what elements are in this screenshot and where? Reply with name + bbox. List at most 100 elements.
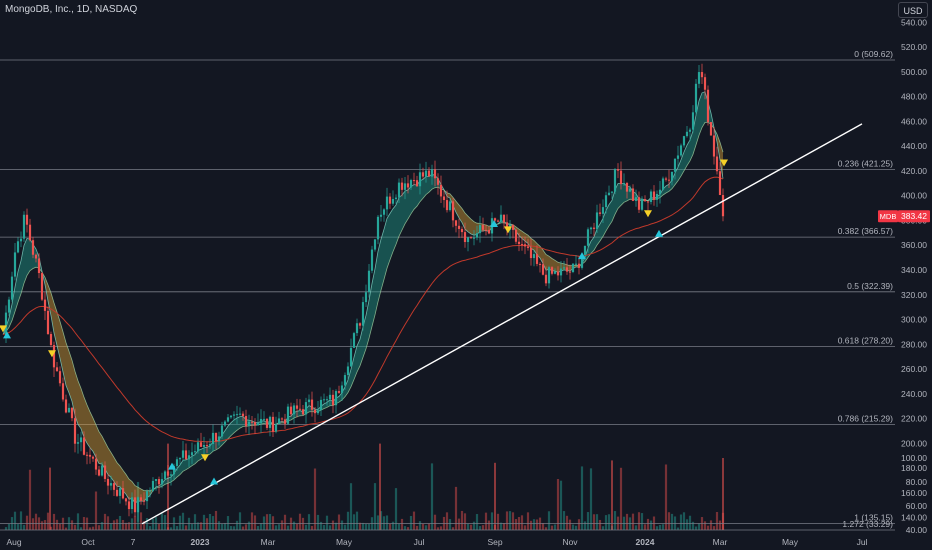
candle-body: [247, 421, 251, 427]
volume-bar: [58, 523, 62, 530]
candle-body: [295, 405, 299, 409]
volume-bar: [688, 515, 692, 530]
ribbon-segment: [111, 452, 114, 482]
candle-body: [424, 170, 428, 177]
candle-body: [190, 452, 194, 456]
candle-body: [76, 442, 80, 444]
volume-bar: [592, 514, 596, 530]
ribbon-segment: [96, 424, 99, 464]
volume-bar: [217, 521, 221, 530]
candle-body: [238, 413, 242, 415]
candle-body: [709, 122, 713, 136]
candle-body: [544, 274, 548, 284]
ribbon-segment: [345, 380, 348, 397]
ribbon-segment: [63, 331, 66, 386]
ribbon-segment: [621, 183, 624, 206]
ribbon-segment: [687, 140, 690, 166]
trendline[interactable]: [141, 123, 863, 525]
volume-bar: [559, 480, 563, 530]
candle-body: [97, 469, 101, 476]
price-tick-label: 500.00: [901, 67, 927, 77]
volume-bar: [79, 527, 83, 530]
volume-bar: [268, 514, 272, 530]
candle-body: [403, 183, 407, 190]
candle-body: [265, 418, 269, 428]
volume-bar: [142, 521, 146, 530]
volume-bar: [157, 523, 161, 530]
volume-bar: [247, 521, 251, 530]
volume-bar: [520, 515, 524, 530]
volume-bar: [235, 520, 239, 530]
ribbon-segment: [183, 459, 186, 472]
currency-button[interactable]: USD: [898, 2, 928, 18]
candle-body: [37, 258, 41, 274]
ribbon-segment: [69, 351, 72, 402]
candle-body: [625, 183, 629, 192]
price-axis[interactable]: 540.00 520.00 500.00 480.00 460.00 440.00 420.…: [878, 17, 930, 535]
volume-bar: [607, 514, 611, 530]
volume-bar: [325, 515, 329, 530]
price-tick-label: 420.00: [901, 166, 927, 176]
volume-bar: [211, 516, 215, 530]
time-axis[interactable]: Aug Oct 7 2023 Mar May Jul Sep Nov 2024 Mar May Jul: [6, 537, 867, 547]
volume-bar: [472, 521, 476, 530]
candle-body: [415, 180, 419, 187]
candle-body: [439, 184, 443, 197]
volume-bar: [682, 512, 686, 530]
ribbon-segment: [549, 256, 552, 271]
ribbon-segment: [384, 218, 387, 280]
ribbon-segment: [387, 213, 390, 269]
fib-level-label: 1 (135.15): [854, 513, 893, 523]
sell-signal-marker: [504, 226, 512, 234]
candle-body: [502, 214, 506, 223]
volume-bar: [481, 525, 485, 530]
volume-bar: [193, 514, 197, 530]
candle-body: [370, 249, 374, 271]
fib-level-label: 0.618 (278.20): [838, 336, 893, 346]
candle-body: [208, 444, 212, 446]
volume-bar: [586, 512, 590, 530]
volume-bar: [262, 516, 266, 530]
fib-level-label: 0 (509.62): [854, 49, 893, 59]
candle-body: [586, 229, 590, 246]
candle-body: [676, 155, 680, 159]
ribbon-segment: [216, 439, 219, 450]
candle-body: [316, 410, 320, 414]
ribbon-segment: [471, 219, 474, 236]
ribbon-segment: [393, 204, 396, 252]
volume-bar: [547, 511, 551, 530]
volume-bar: [382, 516, 386, 530]
candle-body: [703, 77, 707, 90]
price-tick-label: 180.00: [901, 463, 927, 473]
time-tick-label: Sep: [487, 537, 502, 547]
volume-bar: [130, 518, 134, 530]
candle-body: [7, 299, 11, 313]
ribbon-segment: [126, 474, 129, 500]
candle-body: [40, 273, 44, 300]
candle-body: [319, 399, 323, 411]
volume-tick-label: 60.00: [906, 501, 928, 511]
buy-signal-marker: [210, 477, 218, 485]
symbol-tag-text: MDB: [880, 212, 897, 221]
candle-body: [160, 479, 164, 485]
ribbon-segment: [354, 345, 357, 380]
candle-body: [649, 191, 653, 202]
candle-body: [622, 183, 626, 185]
price-tick-label: 460.00: [901, 116, 927, 126]
ribbon-segment: [108, 447, 111, 478]
candle-body: [664, 178, 668, 180]
ribbon-segment: [378, 239, 381, 302]
volume-bar: [421, 523, 425, 530]
ribbon-segment: [237, 416, 240, 431]
candle-body: [553, 271, 557, 274]
volume-bar: [343, 524, 347, 530]
candle-body: [43, 299, 47, 311]
fib-retracement[interactable]: 0 (509.62) 0.236 (421.25) 0.382 (366.57) 0.…: [0, 49, 895, 531]
candle-body: [550, 267, 554, 274]
volume-bar: [133, 515, 137, 530]
candle-body: [109, 483, 113, 486]
candle-body: [427, 170, 431, 177]
volume-bar: [103, 513, 107, 530]
ribbon-segment: [411, 184, 414, 214]
